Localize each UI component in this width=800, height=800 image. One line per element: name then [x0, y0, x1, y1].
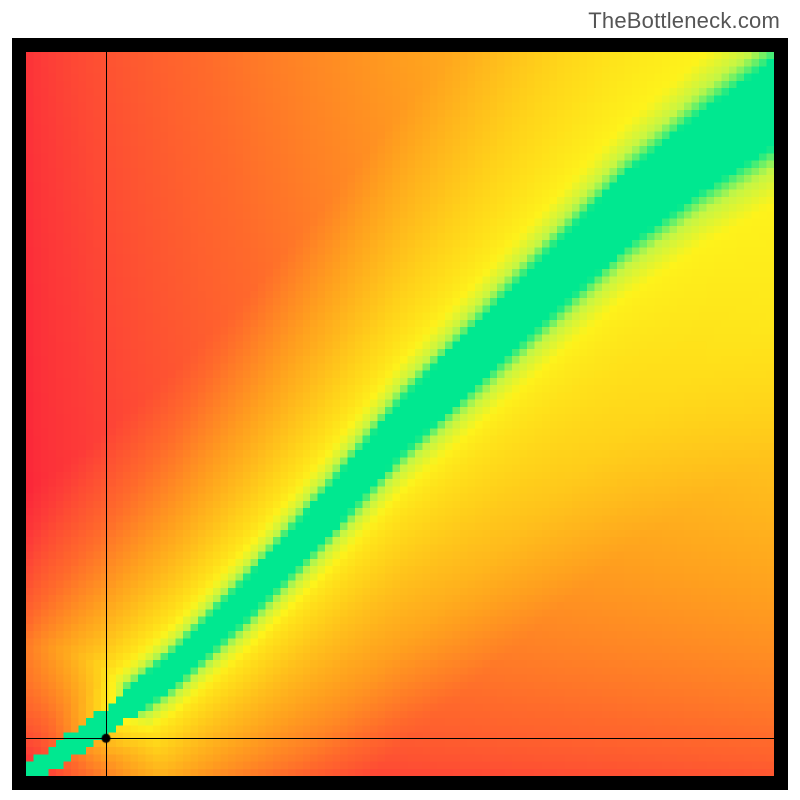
heatmap-canvas — [26, 52, 774, 776]
crosshair-horizontal-line — [26, 738, 774, 739]
crosshair-vertical-line — [106, 52, 107, 776]
watermark-text: TheBottleneck.com — [588, 8, 780, 34]
plot-area — [26, 52, 774, 776]
figure-container: TheBottleneck.com — [0, 0, 800, 800]
